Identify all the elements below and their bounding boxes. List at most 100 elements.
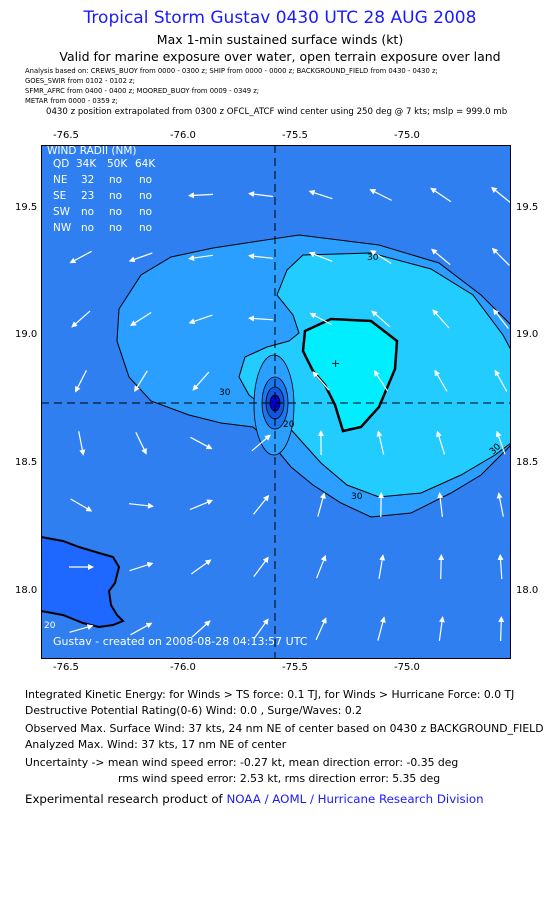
- position-note: 0430 z position extrapolated from 0300 z…: [46, 107, 508, 117]
- wind-vector-arrow: [130, 311, 152, 327]
- wind-vector-arrow: [312, 371, 330, 391]
- wind-vector-arrow: [128, 252, 153, 263]
- radii-col-header: QD: [53, 158, 69, 170]
- wind-field-map: + 30 30 30 30 20 20 WIND RADII (NM) QD 3…: [41, 145, 511, 659]
- top-lon-tick: -75.0: [394, 130, 420, 141]
- bottom-lon-tick: -76.0: [170, 662, 196, 673]
- radii-value: no: [139, 190, 152, 202]
- left-lat-tick: 18.5: [15, 457, 38, 468]
- wind-vector-arrow: [437, 492, 444, 517]
- wind-vector-arrow: [308, 189, 333, 200]
- wind-vector-arrow: [188, 314, 213, 325]
- wind-vector-arrow: [248, 253, 273, 260]
- wind-vector-arrow: [496, 492, 504, 517]
- wind-vector-arrow: [436, 430, 446, 455]
- radii-quadrant: SE: [53, 190, 66, 202]
- wind-vector-arrow: [192, 371, 210, 391]
- radii-col-header: 50K: [107, 158, 128, 170]
- radii-value: no: [139, 206, 152, 218]
- contour-label-30: 30: [219, 388, 231, 398]
- validity-note: Valid for marine exposure over water, op…: [59, 49, 501, 64]
- wind-vector-arrow: [129, 561, 154, 572]
- source-line-4: METAR from 0000 - 0359 z;: [25, 97, 118, 105]
- wind-vector-arrow: [188, 254, 213, 261]
- wind-vector-arrow: [434, 369, 448, 392]
- product-prefix: Experimental research product of: [25, 792, 227, 806]
- wind-vector-arrow: [430, 187, 452, 203]
- left-lat-tick: 19.0: [15, 329, 38, 340]
- left-lat-tick: 19.5: [15, 202, 38, 213]
- noaa-aoml-hrd-link[interactable]: NOAA / AOML / Hurricane Research Divisio…: [226, 792, 484, 806]
- radii-value: no: [81, 206, 94, 218]
- top-lon-tick: -76.0: [170, 130, 196, 141]
- map-frame: [41, 145, 511, 659]
- wind-vector-arrow: [134, 370, 148, 393]
- wind-vector-arrow: [495, 430, 506, 455]
- left-lat-tick: 18.0: [15, 585, 38, 596]
- wind-vector-arrow: [135, 431, 147, 455]
- ike-line: Integrated Kinetic Energy: for Winds > T…: [25, 688, 515, 701]
- wind-vector-arrow: [317, 492, 326, 517]
- observed-max-wind: Observed Max. Surface Wind: 37 kts, 24 n…: [25, 722, 544, 735]
- map-title: Tropical Storm Gustav 0430 UTC 28 AUG 20…: [83, 8, 477, 28]
- wind-radii-table: WIND RADII (NM) QD 34K 50K 64K NE 32 no …: [47, 145, 156, 234]
- wind-vector-arrow: [316, 554, 327, 579]
- wind-vector-arrow: [129, 502, 154, 509]
- max-wind-marker: +: [331, 357, 340, 370]
- wind-vector-arrow: [438, 616, 445, 641]
- wind-vector-arrow: [378, 554, 386, 579]
- wind-vector-arrow: [253, 556, 269, 577]
- wind-vector-arrow: [253, 618, 269, 640]
- wind-vector-arrow: [70, 498, 93, 512]
- wind-vector-arrow: [308, 251, 333, 262]
- wind-vector-arrow: [71, 310, 91, 328]
- right-lat-tick: 18.5: [516, 457, 539, 468]
- radii-value: no: [109, 190, 122, 202]
- wind-vector-arrow: [248, 315, 274, 322]
- wind-vector-arrow: [377, 616, 386, 641]
- wind-vector-arrow: [371, 310, 391, 328]
- wind-vector-arrow: [376, 430, 385, 455]
- wind-vector-arrow: [74, 370, 88, 393]
- radii-value: no: [109, 206, 122, 218]
- bottom-lon-tick: -75.5: [282, 662, 308, 673]
- bottom-lon-tick: -75.0: [394, 662, 420, 673]
- wind-vector-arrow: [432, 309, 450, 329]
- wind-vector-arrow: [130, 622, 153, 636]
- radii-col-header: 34K: [76, 158, 97, 170]
- wind-vector-arrow: [190, 436, 213, 450]
- map-subtitle: Max 1-min sustained surface winds (kt): [156, 32, 404, 47]
- wind-vector-arrow: [69, 250, 92, 264]
- wind-vector-arrow: [315, 617, 327, 641]
- radii-value: 23: [81, 190, 94, 202]
- wind-vector-arrow: [251, 434, 271, 452]
- wind-radii-title: WIND RADII (NM): [47, 145, 137, 157]
- wind-vector-arrow: [248, 191, 273, 198]
- wind-vector-arrow: [492, 308, 509, 329]
- uncertainty-rms: rms wind speed error: 2.53 kt, rms direc…: [118, 772, 441, 785]
- map-footer: Gustav - created on 2008-08-28 04:13:57 …: [53, 635, 308, 648]
- analyzed-max-wind: Analyzed Max. Wind: 37 kts, 17 nm NE of …: [25, 738, 287, 751]
- wind-vector-arrow: [490, 186, 511, 203]
- wind-vector-arrow: [431, 248, 451, 266]
- wind-vector-arrow: [188, 192, 214, 199]
- wind-vector-arrow: [189, 499, 214, 511]
- radii-value: no: [139, 222, 152, 234]
- wind-vector-arrow: [78, 431, 86, 456]
- right-lat-tick: 18.0: [516, 585, 539, 596]
- contour-label-20: 20: [283, 420, 295, 430]
- radii-value: no: [81, 222, 94, 234]
- wind-vector-arrow: [438, 554, 445, 580]
- wind-vectors: [69, 186, 511, 642]
- wind-vector-arrow: [494, 369, 508, 392]
- wind-vector-arrow: [369, 189, 392, 201]
- wind-vector-arrow: [69, 624, 94, 633]
- jamaica-landmass: [41, 535, 125, 629]
- right-lat-tick: 19.5: [516, 202, 539, 213]
- radii-value: no: [109, 174, 122, 186]
- radii-quadrant: NE: [53, 174, 68, 186]
- contour-label-20: 20: [44, 621, 56, 631]
- bottom-lon-tick: -76.5: [53, 662, 79, 673]
- radii-value: 32: [81, 174, 94, 186]
- wind-vector-arrow: [369, 250, 392, 264]
